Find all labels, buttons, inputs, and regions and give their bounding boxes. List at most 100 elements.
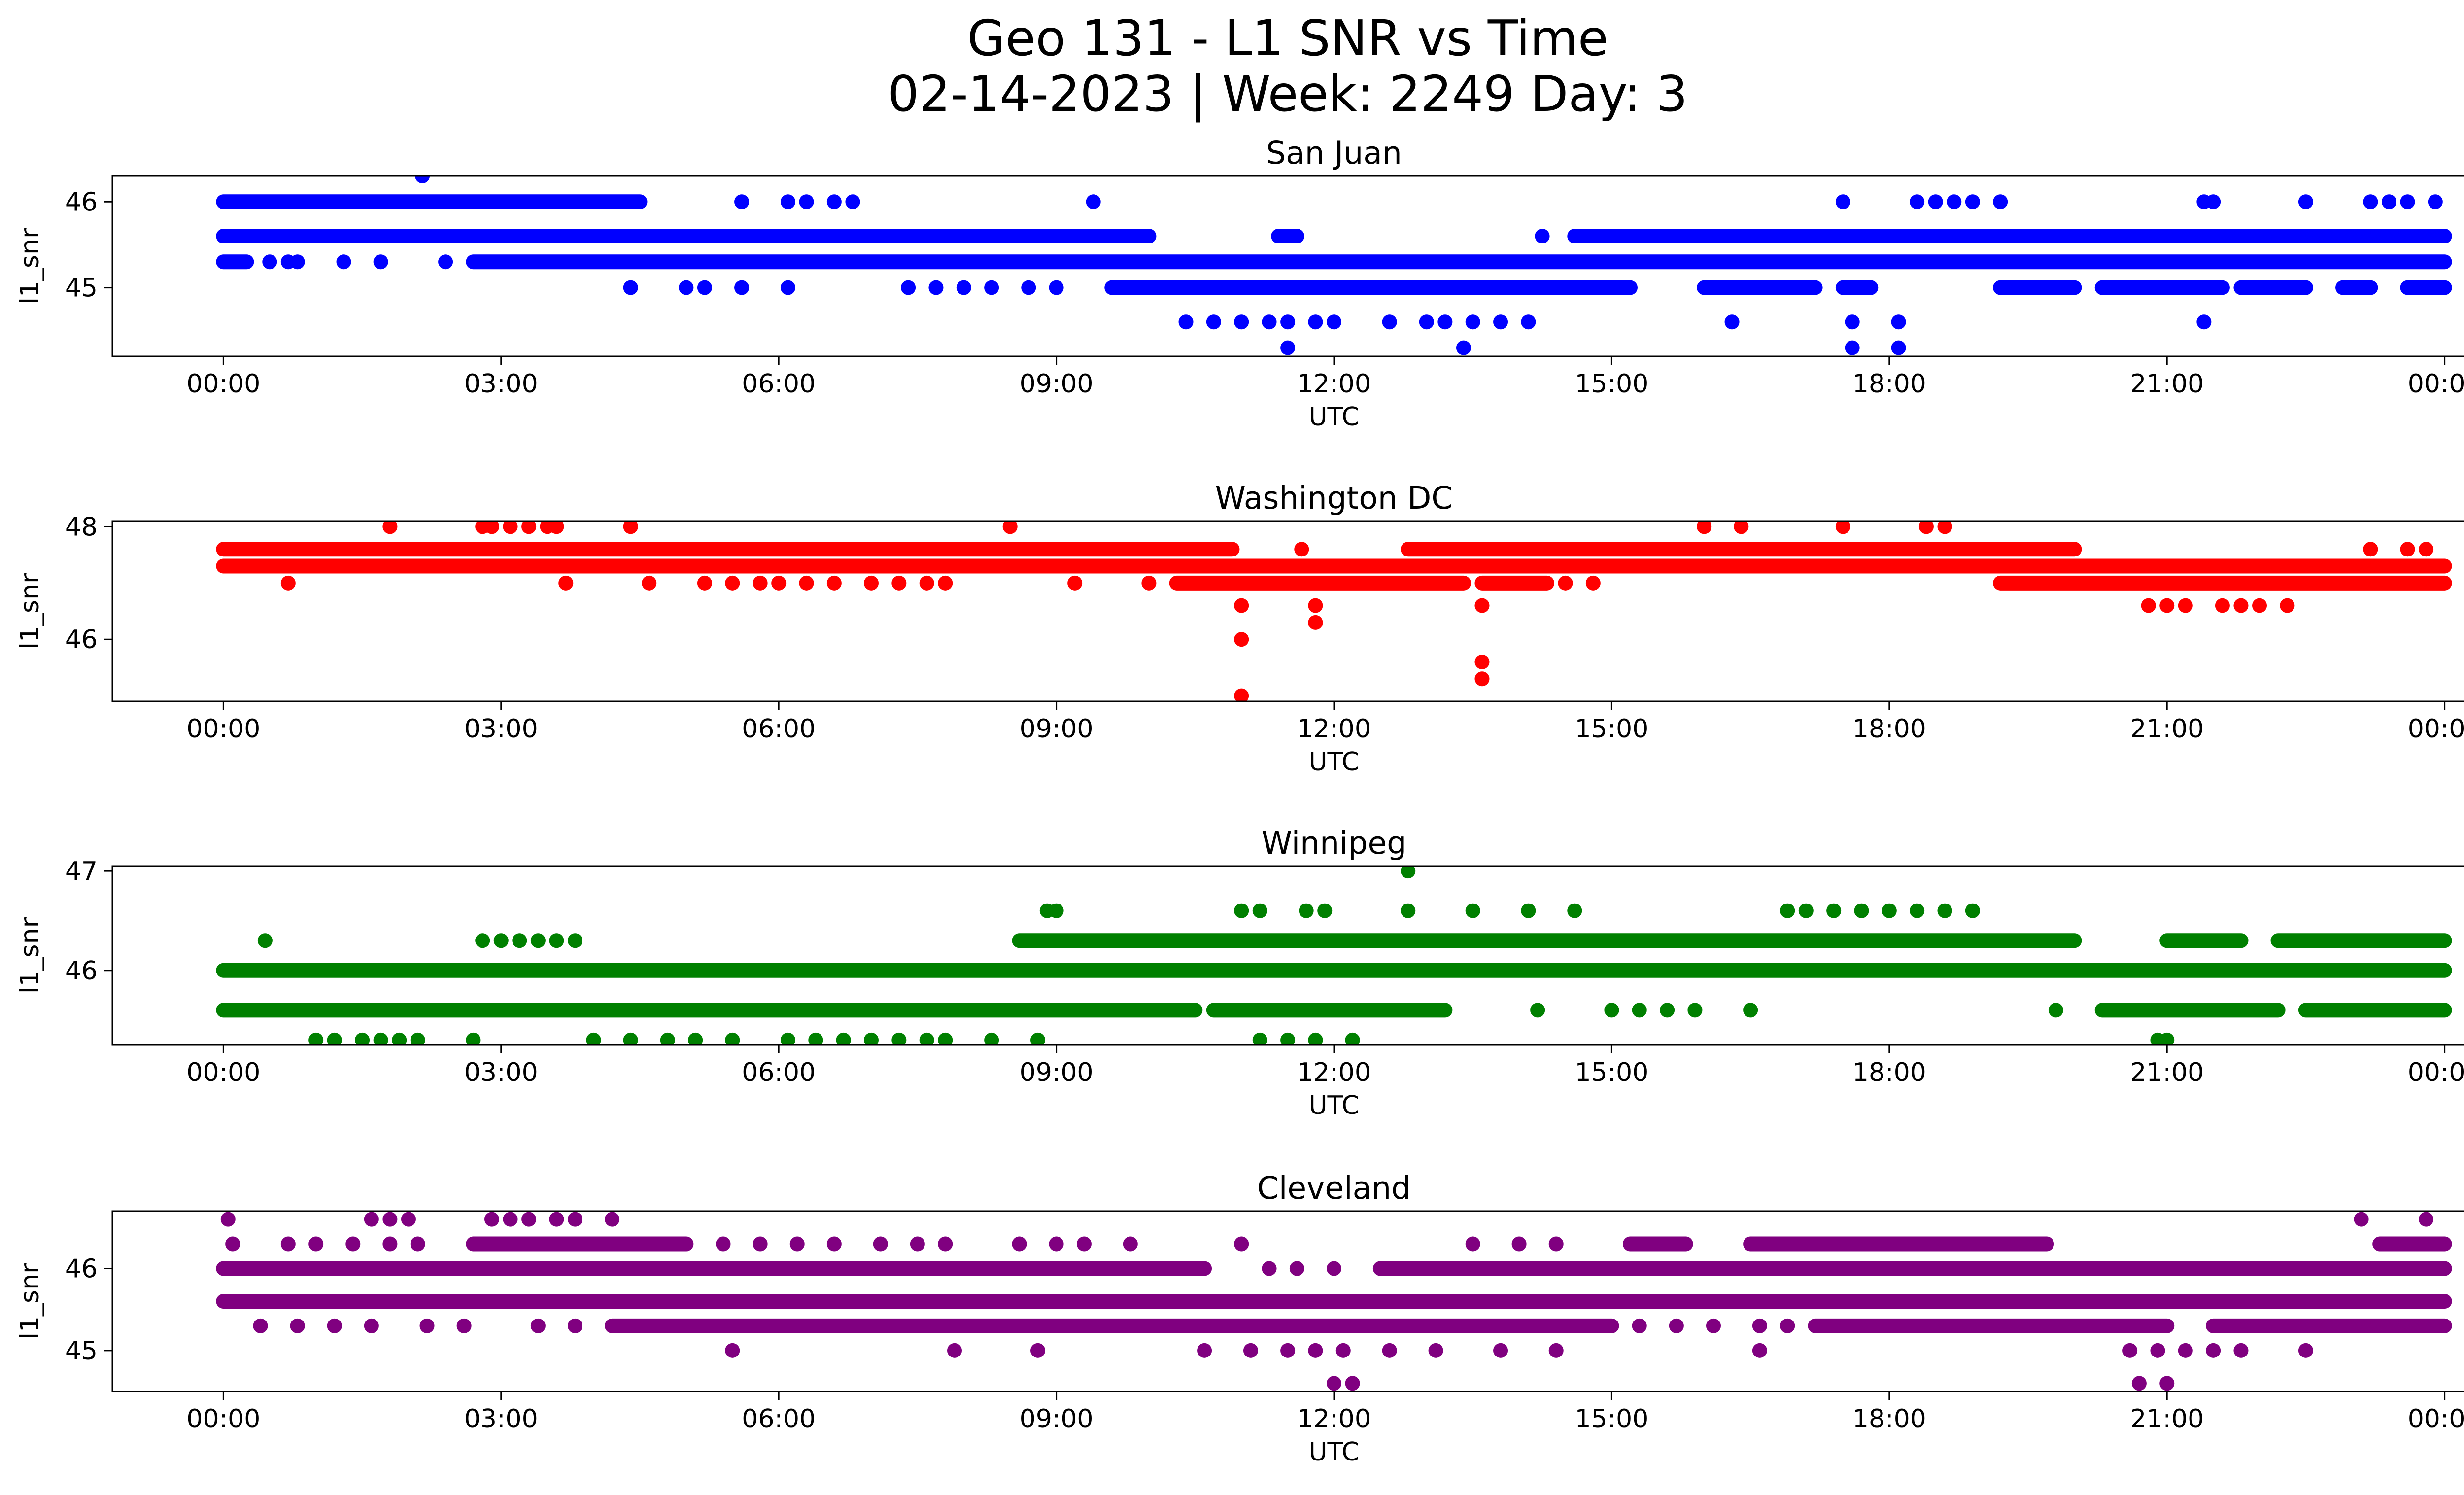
data-point	[392, 1032, 407, 1045]
data-point	[1049, 903, 1064, 918]
data-point	[257, 933, 273, 948]
data-point	[826, 575, 842, 591]
data-point	[1123, 1236, 1138, 1252]
data-point	[530, 1318, 546, 1333]
data-point	[697, 280, 712, 295]
data-point	[503, 1212, 518, 1227]
data-point	[2206, 194, 2221, 209]
data-point	[2122, 1343, 2138, 1358]
data-point	[568, 933, 583, 948]
data-band-point	[1535, 229, 1550, 243]
data-point	[1021, 280, 1036, 295]
data-point	[1558, 575, 1573, 591]
x-tick-label: 15:00	[1574, 1404, 1648, 1434]
data-point	[910, 1236, 925, 1252]
data-point	[623, 521, 638, 534]
data-point	[799, 575, 814, 591]
data-point	[1030, 1343, 1046, 1358]
x-tick-label: 15:00	[1574, 714, 1648, 744]
data-point	[1585, 575, 1601, 591]
data-point	[1067, 575, 1083, 591]
data-point	[2141, 598, 2156, 613]
data-point	[2178, 598, 2193, 613]
data-point	[2233, 1343, 2249, 1358]
data-point	[2048, 1003, 2063, 1018]
x-tick-label: 21:00	[2130, 1404, 2204, 1434]
data-point	[2085, 1261, 2100, 1276]
data-point	[1882, 903, 1897, 918]
subplot-washington-dc: Washington DC 00:00 03:00 06:00 09:00 12:00 15…	[15, 480, 2464, 777]
x-tick-label: 03:00	[464, 714, 538, 744]
data-point	[1327, 1261, 1341, 1276]
data-point	[873, 1236, 888, 1252]
y-axis-label: l1_snr	[15, 228, 45, 305]
data-point	[1530, 1003, 1545, 1018]
data-point	[549, 933, 564, 948]
data-point	[1918, 521, 1934, 534]
data-point	[863, 575, 879, 591]
data-point	[1327, 1376, 1341, 1391]
y-axis-label: l1_snr	[15, 573, 45, 650]
data-point	[780, 280, 795, 295]
data-point	[1141, 575, 1157, 591]
data-point	[623, 280, 638, 295]
data-point	[262, 254, 277, 270]
data-point	[1327, 314, 1341, 330]
data-point	[530, 933, 546, 948]
scatter-marks	[216, 176, 2452, 355]
data-point	[623, 1032, 638, 1045]
data-point	[1262, 1261, 1277, 1276]
data-point	[220, 1212, 236, 1227]
data-band-point	[1294, 542, 1309, 557]
data-point	[1632, 1003, 1647, 1018]
data-point	[382, 1236, 398, 1252]
data-point	[1178, 314, 1194, 330]
data-point	[1835, 194, 1850, 209]
x-tick-label: 00:00	[2408, 714, 2464, 744]
subplot-san-juan: San Juan 00:00 03:00 06:00 09:00 12:00 15:00 18…	[15, 135, 2464, 432]
data-point	[688, 1032, 703, 1045]
data-point	[679, 280, 694, 295]
data-point	[919, 1032, 934, 1045]
data-point	[1308, 1032, 1323, 1045]
x-tick-label: 09:00	[1020, 1404, 1094, 1434]
subplot-winnipeg: Winnipeg 00:00 03:00 06:00 09:00 12:00 15:00 18…	[15, 825, 2464, 1120]
data-point	[1012, 1236, 1027, 1252]
data-point	[1493, 1343, 1508, 1358]
data-point	[2419, 542, 2434, 557]
data-point	[863, 1032, 879, 1045]
data-point	[2400, 194, 2415, 209]
x-tick-label: 15:00	[1574, 369, 1648, 399]
data-point	[456, 1318, 472, 1333]
x-tick-label: 09:00	[1020, 369, 1094, 399]
figure-title-line2: 02-14-2023 | Week: 2249 Day: 3	[888, 65, 1687, 123]
data-point	[725, 575, 740, 591]
data-point	[327, 1032, 342, 1045]
data-point	[2150, 1343, 2165, 1358]
data-point	[2363, 194, 2378, 209]
data-point	[1335, 1343, 1351, 1358]
x-tick-label: 00:00	[186, 1404, 260, 1434]
data-point	[771, 575, 787, 591]
data-point	[1835, 521, 1850, 534]
data-point	[225, 1236, 240, 1252]
data-point	[438, 254, 453, 270]
data-point	[1465, 903, 1480, 918]
subplot-title: Cleveland	[1257, 1170, 1411, 1206]
data-point	[1308, 314, 1323, 330]
data-point	[2159, 598, 2175, 613]
x-tick-label: 12:00	[1297, 1404, 1371, 1434]
data-point	[2159, 1376, 2175, 1391]
data-point	[1262, 314, 1277, 330]
data-point	[280, 1236, 296, 1252]
data-point	[1521, 314, 1536, 330]
data-point	[290, 1318, 305, 1333]
data-point	[1891, 340, 1906, 355]
data-point	[521, 1212, 537, 1227]
data-point	[1465, 314, 1480, 330]
data-point	[789, 1236, 805, 1252]
data-point	[780, 1032, 795, 1045]
data-point	[2206, 1343, 2221, 1358]
data-point	[1280, 1343, 1296, 1358]
